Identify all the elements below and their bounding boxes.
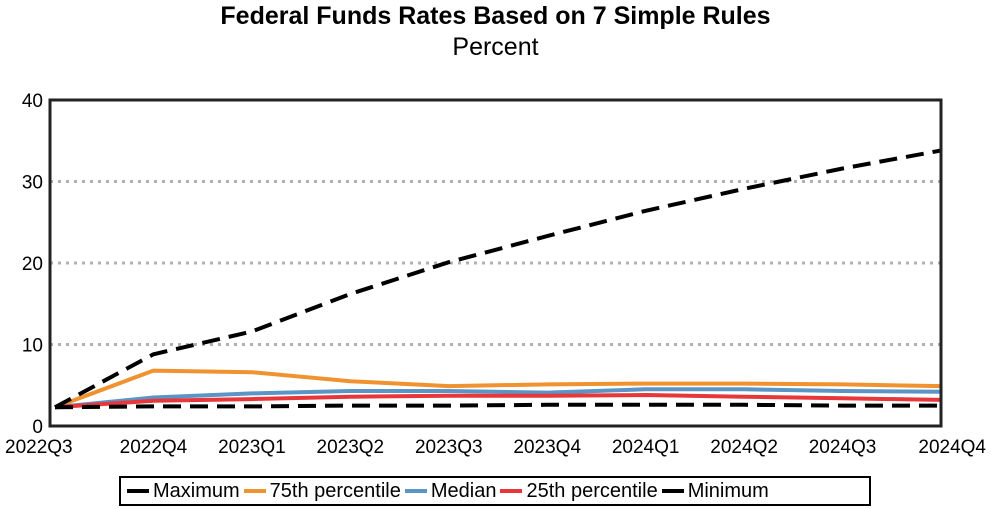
y-axis-ticks: 0 10 20 30 40: [22, 91, 43, 438]
x-tick-label: 2022Q4: [120, 437, 188, 458]
legend-swatch: [127, 489, 149, 493]
legend-item: 75th percentile: [243, 479, 401, 503]
legend-label: Median: [430, 479, 497, 502]
legend-label: Minimum: [687, 479, 769, 502]
x-tick-label: 2024Q3: [809, 437, 877, 458]
x-tick-label: 2023Q2: [317, 437, 385, 458]
series-line-maximum: [54, 148, 942, 410]
legend-label: 25th percentile: [526, 479, 658, 502]
legend-swatch: [661, 489, 684, 493]
x-tick-label: 2022Q3: [5, 437, 73, 458]
x-tick-label: 2023Q1: [218, 437, 286, 458]
series-line-25th-percentile: [54, 393, 942, 410]
legend-swatch: [243, 489, 266, 493]
chart-title: Federal Funds Rates Based on 7 Simple Ru…: [220, 2, 771, 30]
x-axis-ticks: 2022Q3 2022Q4 2023Q1 2023Q2 2023Q3 2023Q4 2024…: [5, 437, 986, 458]
x-tick-label: 2024Q2: [710, 437, 778, 458]
x-tick-label: 2023Q4: [513, 437, 581, 458]
legend-label: 75th percentile: [269, 479, 401, 502]
series-lines: [54, 148, 942, 410]
legend-swatch: [404, 489, 427, 493]
y-tick-label: 0: [32, 417, 43, 438]
legend-item: Maximum: [127, 480, 240, 503]
legend-item: Median: [404, 479, 497, 503]
gridlines: [50, 180, 941, 346]
legend-item: Minimum: [661, 479, 769, 503]
legend-item: 25th percentile: [500, 479, 658, 503]
chart-subtitle: Percent: [452, 33, 539, 61]
y-tick-label: 10: [22, 336, 43, 357]
x-tick-label: 2024Q4: [918, 437, 986, 458]
legend-swatch: [500, 489, 523, 493]
x-tick-label: 2024Q1: [612, 437, 680, 458]
legend: Maximum 75th percentile Median 25th percent…: [119, 476, 871, 506]
series-line-median: [54, 387, 942, 410]
x-tick-label: 2023Q3: [415, 437, 483, 458]
y-tick-label: 30: [22, 173, 43, 194]
plot-frame: [48, 98, 943, 428]
y-tick-label: 40: [22, 91, 43, 112]
series-line-75th-percentile: [54, 368, 942, 410]
series-line-minimum: [54, 402, 941, 410]
legend-label: Maximum: [153, 479, 240, 502]
y-tick-label: 20: [22, 254, 43, 275]
